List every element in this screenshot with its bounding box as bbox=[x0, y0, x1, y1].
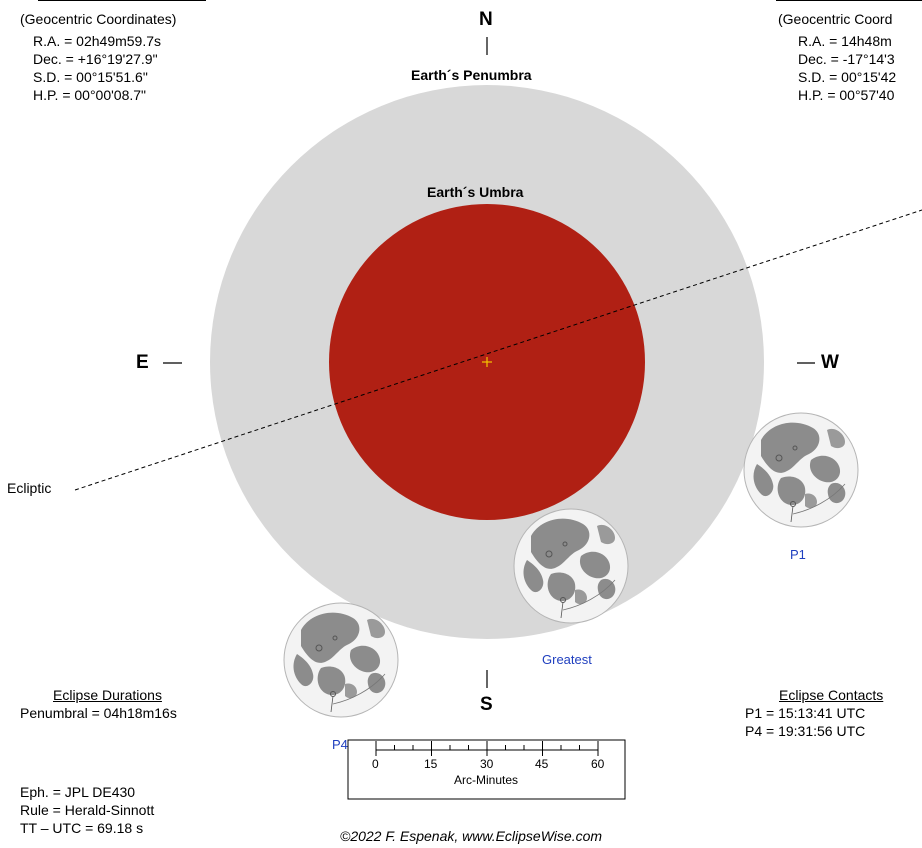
moon-p4 bbox=[283, 602, 399, 718]
moon-dec: Dec. = +16°19'27.9" bbox=[33, 51, 158, 67]
p4-moon-label: P4 bbox=[332, 737, 348, 752]
tt-utc-offset: TT – UTC = 69.18 s bbox=[20, 820, 144, 836]
sun-coordinates-heading: (Geocentric Coord bbox=[778, 11, 893, 27]
scale-tick-0: 0 bbox=[372, 757, 379, 771]
scale-tick-30: 30 bbox=[480, 757, 494, 771]
arc-minute-scale-bar bbox=[347, 739, 626, 800]
penumbra-label: Earth´s Penumbra bbox=[411, 67, 532, 83]
moon-greatest bbox=[513, 508, 629, 624]
eclipse-durations-panel: Eclipse Durations Penumbral = 04h18m16s bbox=[20, 686, 177, 722]
moon-coordinates-panel: (Geocentric Coordinates) R.A. = 02h49m59… bbox=[20, 10, 176, 104]
p1-moon-label: P1 bbox=[790, 547, 806, 562]
sun-hp: H.P. = 00°57'40 bbox=[798, 87, 895, 103]
limb-rule: Rule = Herald-Sinnott bbox=[20, 802, 155, 818]
scale-unit-label: Arc-Minutes bbox=[454, 773, 519, 787]
moon-p1 bbox=[743, 412, 859, 528]
moon-panel-rule bbox=[38, 0, 206, 1]
ecliptic-line bbox=[74, 209, 922, 491]
copyright-credit: ©2022 F. Espenak, www.EclipseWise.com bbox=[340, 828, 603, 844]
eclipse-durations-heading: Eclipse Durations bbox=[53, 687, 162, 703]
sun-coordinates-panel: (Geocentric Coord R.A. = 14h48m Dec. = -… bbox=[778, 10, 896, 104]
sun-sd: S.D. = 00°15'42 bbox=[798, 69, 897, 85]
eclipse-contacts-panel: Eclipse Contacts P1 = 15:13:41 UTC P4 = … bbox=[745, 686, 883, 740]
north-label: N bbox=[479, 9, 493, 30]
scale-tick-60: 60 bbox=[591, 757, 605, 771]
shadow-center-mark bbox=[482, 357, 492, 367]
moon-sd: S.D. = 00°15'51.6" bbox=[33, 69, 148, 85]
ephemeris-source: Eph. = JPL DE430 bbox=[20, 784, 136, 800]
eclipse-contacts-heading: Eclipse Contacts bbox=[779, 687, 884, 703]
east-label: E bbox=[136, 352, 149, 373]
sun-ra: R.A. = 14h48m bbox=[798, 33, 892, 49]
west-label: W bbox=[821, 352, 839, 373]
ecliptic-label: Ecliptic bbox=[7, 480, 52, 496]
moon-coordinates-heading: (Geocentric Coordinates) bbox=[20, 11, 177, 27]
ephemeris-panel: Eph. = JPL DE430 Rule = Herald-Sinnott T… bbox=[20, 783, 154, 837]
scale-tick-45: 45 bbox=[535, 757, 549, 771]
sun-dec: Dec. = -17°14'3 bbox=[798, 51, 895, 67]
umbra-label: Earth´s Umbra bbox=[427, 184, 524, 200]
sun-panel-rule bbox=[776, 0, 922, 1]
south-label: S bbox=[480, 694, 493, 715]
scale-tick-15: 15 bbox=[424, 757, 438, 771]
moon-hp: H.P. = 00°00'08.7" bbox=[33, 87, 147, 103]
p1-contact-time: P1 = 15:13:41 UTC bbox=[745, 705, 866, 721]
greatest-moon-label: Greatest bbox=[542, 652, 592, 667]
p4-contact-time: P4 = 19:31:56 UTC bbox=[745, 723, 866, 739]
penumbral-duration: Penumbral = 04h18m16s bbox=[20, 705, 177, 721]
moon-ra: R.A. = 02h49m59.7s bbox=[33, 33, 162, 49]
